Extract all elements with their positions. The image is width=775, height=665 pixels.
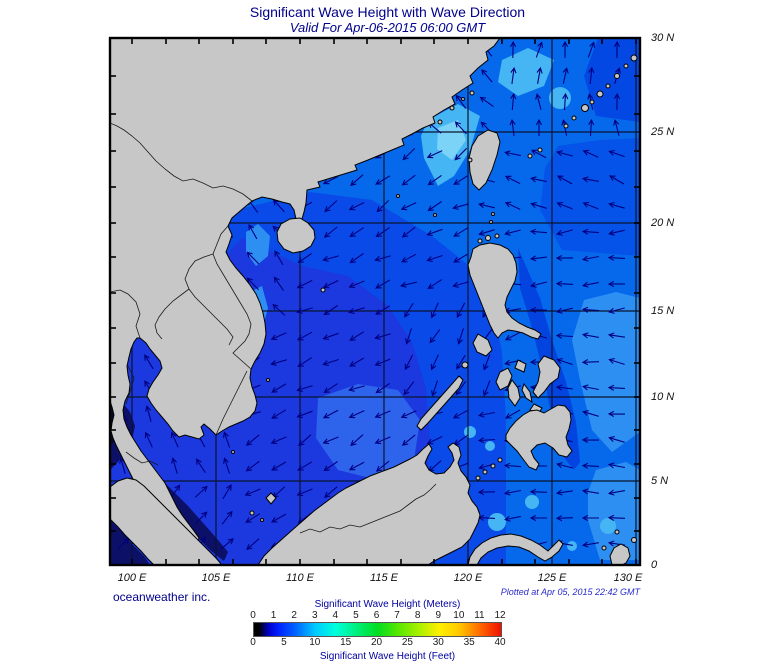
page-title: Significant Wave Height with Wave Direct… — [249, 4, 526, 20]
legend-tick: 15 — [340, 637, 352, 648]
landmass-mindanao — [505, 404, 573, 471]
legend-tick: 9 — [435, 610, 442, 621]
legend-tick: 4 — [332, 610, 339, 621]
legend-tick: 1 — [270, 610, 277, 621]
landmass-masbate — [514, 359, 527, 373]
legend-tick: 0 — [250, 610, 256, 621]
landmass-mainland-asia — [110, 38, 501, 548]
legend-title-meters: Significant Wave Height (Meters) — [314, 599, 461, 610]
island-dots — [231, 54, 638, 551]
landmass-panay — [495, 367, 513, 391]
legend-tick: 25 — [401, 637, 413, 648]
lon-label: 130 E — [613, 572, 643, 584]
lon-label: 110 E — [286, 572, 314, 584]
legend-tick: 8 — [414, 610, 421, 621]
lat-label: 5 N — [651, 475, 669, 487]
lon-label: 105 E — [201, 572, 231, 584]
legend-tick: 20 — [370, 637, 383, 648]
lat-label: 15 N — [651, 305, 675, 317]
legend-tick: 7 — [394, 610, 400, 621]
plotted-timestamp: Plotted at Apr 05, 2015 22:42 GMT — [500, 587, 640, 597]
legend-tick: 12 — [494, 610, 506, 621]
legend-tick: 3 — [311, 610, 318, 621]
lat-label: 30 N — [651, 32, 675, 44]
landmass-luzon — [467, 242, 542, 340]
legend-tick: 5 — [353, 610, 359, 621]
landmasses — [110, 38, 638, 565]
landmass-cebu — [521, 382, 533, 404]
oceanweather-credit: oceanweather inc. — [113, 590, 211, 604]
lon-label: 115 E — [370, 572, 398, 584]
lon-label: 120 E — [453, 572, 483, 584]
country-borders — [110, 122, 437, 534]
lat-label: 10 N — [651, 391, 675, 403]
landmass-negros — [507, 379, 521, 407]
lon-label: 125 E — [537, 572, 567, 584]
lat-label: 25 N — [651, 126, 675, 138]
legend-colorbar — [253, 622, 502, 637]
legend-tick: 30 — [432, 637, 444, 648]
landmass-samar-leyte — [532, 355, 561, 399]
landmass-sumatra — [110, 477, 223, 565]
landmass-borneo — [257, 442, 481, 565]
legend-tick: 10 — [309, 637, 321, 648]
legend-tick: 5 — [281, 637, 287, 648]
lon-label: 100 E — [117, 572, 147, 584]
legend-title-feet: Significant Wave Height (Feet) — [319, 651, 456, 662]
legend-tick: 11 — [474, 610, 485, 621]
lat-label: 0 — [651, 559, 658, 571]
landmass-taiwan — [468, 129, 501, 191]
legend-tick: 0 — [250, 637, 256, 648]
legend-tick: 40 — [494, 637, 506, 648]
legend-tick: 6 — [373, 610, 380, 621]
landmass-mindoro — [472, 333, 493, 357]
landmass-sulawesi — [467, 533, 564, 565]
legend-tick: 2 — [291, 610, 297, 621]
landmass-palawan — [416, 375, 464, 431]
landmass-hainan — [276, 217, 316, 254]
legend-tick: 35 — [463, 637, 475, 648]
legend-tick: 10 — [453, 610, 465, 621]
valid-time-subtitle: Valid For Apr-06-2015 06:00 GMT — [289, 20, 486, 35]
map-frame — [108, 36, 642, 567]
island-natuna — [265, 492, 277, 505]
lat-label: 20 N — [651, 217, 675, 229]
